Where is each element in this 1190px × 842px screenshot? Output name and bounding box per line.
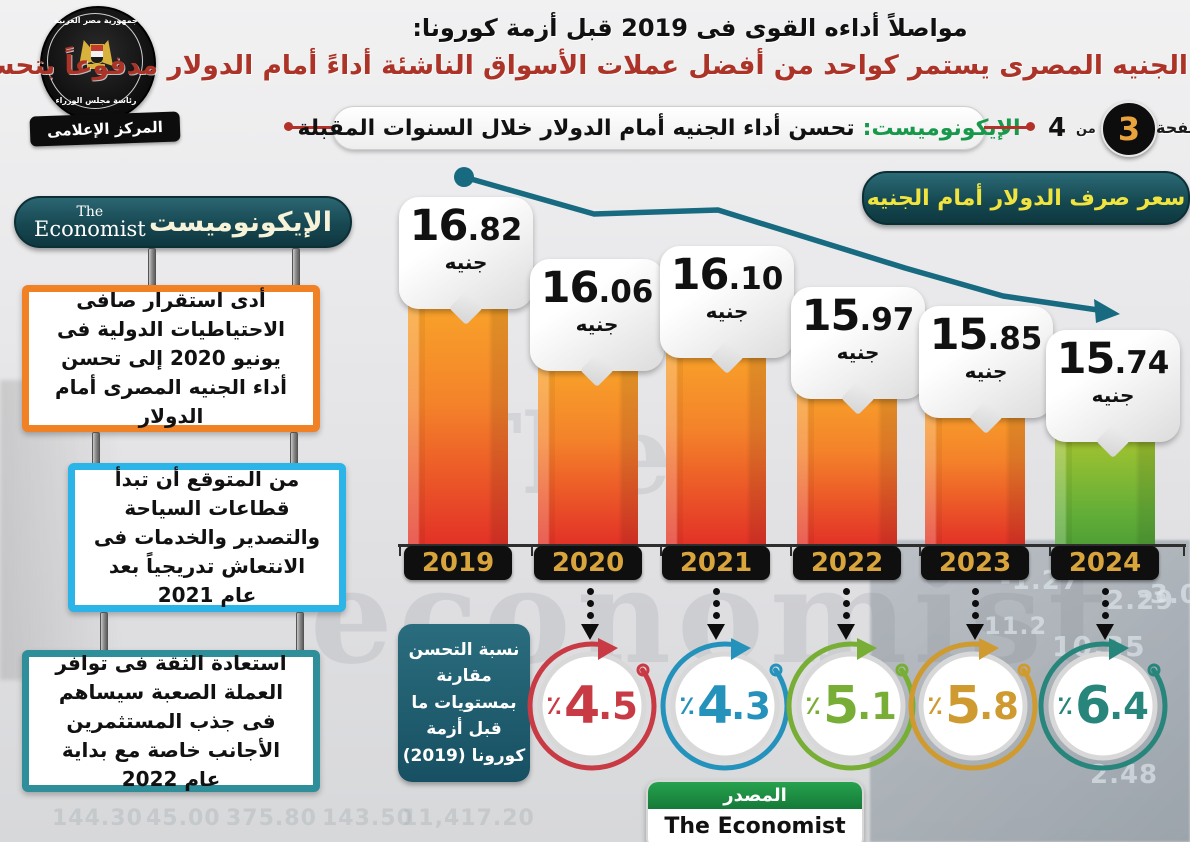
swirl-dot-icon (769, 663, 783, 677)
year-label-2023: 2023 (921, 546, 1029, 580)
note-box-reserves: أدى استقرار صافى الاحتياطيات الدولية فى … (22, 285, 320, 432)
axis-tick (790, 544, 792, 556)
dotted-arrow-icon (966, 588, 984, 640)
year-label-2024: 2024 (1051, 546, 1159, 580)
media-center-ribbon: المركز الإعلامى (29, 111, 181, 147)
hanger-rod (292, 248, 300, 288)
axis-tick (1183, 544, 1185, 556)
value-callout-2022: 15.97 جنيه (791, 287, 925, 399)
emblem-ring (47, 13, 143, 109)
year-label-2019: 2019 (404, 546, 512, 580)
value-callout-2019: 16.82 جنيه (399, 197, 533, 309)
bar-2020 (538, 350, 638, 546)
axis-tick (660, 544, 662, 556)
page-total: 4 (1048, 113, 1067, 143)
year-label-2020: 2020 (534, 546, 642, 580)
emblem-ring-bottom-text: رئاسة مجلس الوزراء (55, 96, 137, 105)
value-callout-2023: 15.85 جنيه (919, 306, 1053, 418)
swirl-dot-icon (1147, 663, 1161, 677)
year-label-2021: 2021 (662, 546, 770, 580)
economist-logo-en: The Economist (34, 203, 146, 241)
red-connector-dot (1026, 122, 1035, 131)
page-word: صفحة (1156, 118, 1190, 137)
improvement-circle-2020: ٪ 4.5 (522, 636, 662, 776)
improvement-circle-2023: ٪ 5.8 (903, 636, 1043, 776)
dotted-arrow-icon (837, 588, 855, 640)
emblem-ring-top-text: جمهورية مصر العربية (54, 16, 138, 25)
bg-ticker-number: 11.2 (984, 612, 1048, 640)
hanger-rod (100, 612, 108, 652)
axis-tick (1049, 544, 1051, 556)
exchange-rate-banner: سعر صرف الدولار أمام الجنيه (862, 171, 1190, 225)
page-number-badge: 3 (1101, 101, 1157, 157)
swirl-arrow-icon (857, 638, 877, 660)
improvement-caption-panel: نسبة التحسن مقارنة بمستويات ما قبل أزمة … (398, 624, 530, 782)
trend-start-dot (454, 167, 474, 187)
x-axis-line (398, 544, 1186, 547)
economist-logo-badge: The Economist الإيكونوميست (14, 196, 352, 248)
swirl-arrow-icon (1109, 638, 1129, 660)
bar-2019 (408, 286, 508, 546)
hanger-rod (296, 612, 304, 652)
trend-arrowhead-icon (1094, 299, 1120, 323)
bg-ticker-number: 2.29 (1106, 586, 1175, 616)
red-connector-dot (284, 122, 293, 131)
of-word: من (1076, 122, 1096, 137)
bar-2021 (666, 333, 766, 546)
year-label-2022: 2022 (793, 546, 901, 580)
banner-text: تحسن أداء الجنيه أمام الدولار خلال السنو… (297, 115, 855, 141)
note-box-confidence: استعادة الثقة فى توافر العملة الصعبة سيس… (22, 650, 320, 792)
bg-ticker-number: 45.00 (146, 806, 221, 831)
improvement-circle-2021: ٪ 4.3 (655, 636, 795, 776)
source-name: The Economist (664, 814, 846, 839)
swirl-dot-icon (895, 663, 909, 677)
bg-ticker-number: 144.30 (52, 806, 143, 831)
swirl-dot-icon (636, 663, 650, 677)
bg-ticker-number: 375.80 (226, 806, 317, 831)
source-label: المصدر (648, 782, 862, 809)
improvement-circle-2022: ٪ 5.1 (781, 636, 921, 776)
value-callout-2024: 15.74 جنيه (1046, 330, 1180, 442)
axis-tick (919, 544, 921, 556)
dotted-arrow-icon (707, 588, 725, 640)
swirl-arrow-icon (979, 638, 999, 660)
improvement-circle-2024: ٪ 6.4 (1033, 636, 1173, 776)
red-connector-line (984, 126, 1030, 129)
dotted-arrow-icon (1096, 588, 1114, 640)
hanger-rod (92, 432, 100, 466)
dotted-arrow-icon (581, 588, 599, 640)
value-callout-2021: 16.10 جنيه (660, 246, 794, 358)
swirl-arrow-icon (598, 638, 618, 660)
source-box: المصدر The Economist (646, 780, 864, 842)
axis-tick (531, 544, 533, 556)
main-headline: الجنيه المصرى يستمر كواحد من أفضل عملات … (0, 50, 1188, 81)
eagle-icon (79, 36, 113, 80)
bg-ticker-number: 11,417.20 (402, 806, 535, 831)
economist-quote-banner: الإيكونوميست: تحسن أداء الجنيه أمام الدو… (297, 106, 1021, 150)
red-connector-line (288, 126, 334, 129)
note-box-sectors: من المتوقع أن تبدأ قطاعات السياحة والتصد… (68, 463, 346, 612)
kicker-line: مواصلاً أداءه القوى فى 2019 قبل أزمة كور… (412, 14, 968, 42)
swirl-dot-icon (1017, 663, 1031, 677)
hanger-rod (148, 248, 156, 288)
bg-ticker-number: 143.50 (322, 806, 413, 831)
government-emblem: جمهورية مصر العربية رئاسة مجلس الوزراء ا… (22, 4, 181, 154)
swirl-arrow-icon (731, 638, 751, 660)
bg-ticker-number: -3.04 (1138, 580, 1190, 610)
economist-logo-ar: الإيكونوميست (149, 206, 332, 238)
axis-tick (399, 544, 401, 556)
hanger-rod (290, 432, 298, 466)
value-callout-2020: 16.06 جنيه (530, 259, 664, 371)
